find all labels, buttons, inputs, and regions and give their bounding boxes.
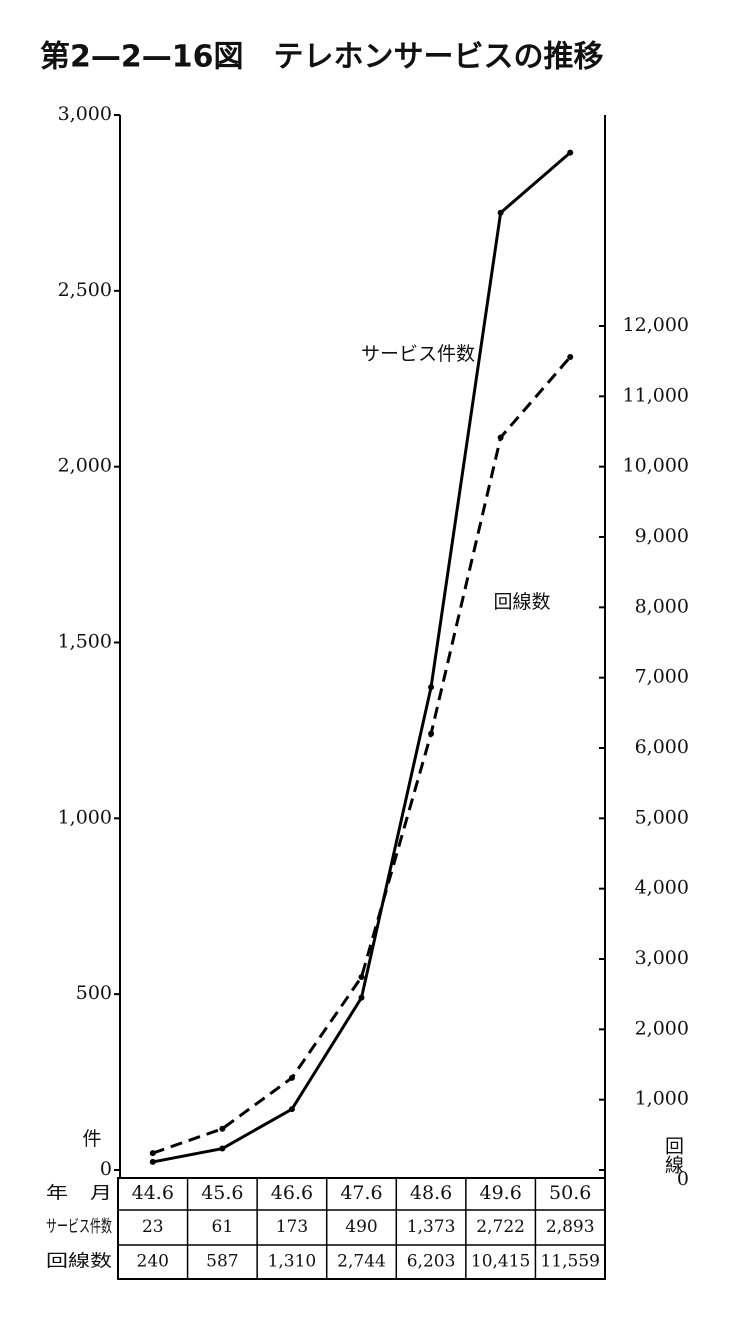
table-frame <box>117 1177 606 1280</box>
table-row-label: 年 月 <box>46 1184 112 1204</box>
point <box>358 974 365 981</box>
point <box>219 1125 226 1132</box>
point <box>149 1158 156 1165</box>
point <box>567 354 574 361</box>
y-tick-label: 1,000 <box>58 806 112 828</box>
y-tick-label: 1,500 <box>58 631 112 653</box>
table-cell: 44.6 <box>132 1182 174 1204</box>
table-row-label: サービス件数 <box>46 1217 112 1237</box>
y2-axis-label: 回線 <box>662 1136 684 1174</box>
table-cell: 6,203 <box>407 1252 456 1272</box>
table-cell: 10,415 <box>471 1252 530 1272</box>
y2-tick-label: 4,000 <box>635 877 689 899</box>
table-cell: 45.6 <box>201 1182 243 1204</box>
table-cell: 587 <box>206 1252 238 1272</box>
y2-tick-label: 5,000 <box>635 806 689 828</box>
table-cell: 47.6 <box>340 1182 382 1204</box>
series-line <box>152 356 572 1155</box>
table-cell: 23 <box>142 1217 164 1237</box>
y2-tick-label: 0 <box>677 1168 689 1190</box>
y2-tick-label: 3,000 <box>635 947 689 969</box>
point <box>497 434 504 441</box>
table-cell: 240 <box>137 1252 169 1272</box>
point <box>428 684 435 691</box>
y2-tick-label: 12,000 <box>623 314 689 336</box>
y-axis-label: 件 <box>82 1128 101 1150</box>
table-row-label: 回線数 <box>46 1252 112 1272</box>
point <box>149 1150 156 1157</box>
y2-tick-label: 7,000 <box>635 666 689 688</box>
y2-tick-label: 11,000 <box>623 384 689 406</box>
y2-tick-label: 10,000 <box>623 455 689 477</box>
table-cell: 490 <box>345 1217 377 1237</box>
table-cell: 1,310 <box>268 1252 317 1272</box>
point <box>567 149 574 156</box>
y2-tick-label: 1,000 <box>635 1088 689 1110</box>
table-cell: 50.6 <box>549 1182 591 1204</box>
table-cell: 11,559 <box>540 1252 599 1272</box>
series-annotation: サービス件数 <box>361 343 475 365</box>
y-tick-label: 500 <box>76 982 112 1004</box>
y-tick-label: 0 <box>100 1158 112 1180</box>
table-cell: 2,893 <box>546 1217 595 1237</box>
y-tick-label: 3,000 <box>58 103 112 125</box>
series-annotation: 回線数 <box>493 591 550 613</box>
y2-tick-label: 9,000 <box>635 525 689 547</box>
y-tick-label: 2,500 <box>58 279 112 301</box>
point <box>288 1074 295 1081</box>
point <box>428 730 435 737</box>
table-cell: 49.6 <box>479 1182 521 1204</box>
point <box>288 1106 295 1113</box>
y2-tick-label: 2,000 <box>635 1017 689 1039</box>
chart-title: 第2—2—16図 テレホンサービスの推移 <box>40 40 604 75</box>
y2-tick-label: 6,000 <box>635 736 689 758</box>
table-cell: 2,722 <box>476 1217 525 1237</box>
y2-tick-label: 8,000 <box>635 595 689 617</box>
table-cell: 61 <box>212 1217 234 1237</box>
table-cell: 1,373 <box>407 1217 456 1237</box>
y-tick-label: 2,000 <box>58 455 112 477</box>
table-cell: 2,744 <box>337 1252 386 1272</box>
point <box>358 994 365 1001</box>
table-cell: 48.6 <box>410 1182 452 1204</box>
point <box>219 1145 226 1152</box>
point <box>497 209 504 216</box>
series-line <box>152 151 572 1164</box>
table-cell: 173 <box>276 1217 308 1237</box>
table-cell: 46.6 <box>271 1182 313 1204</box>
